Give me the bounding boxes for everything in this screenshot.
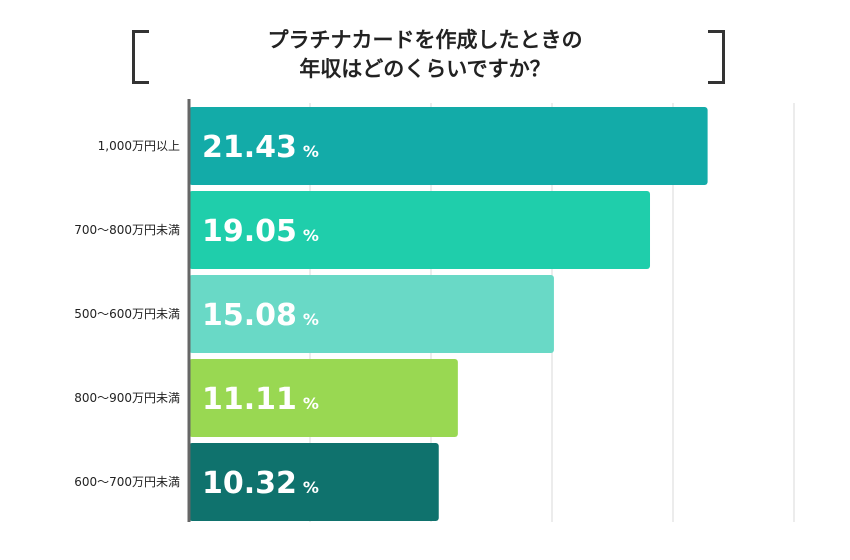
category-label-4: 800〜900万円未満 xyxy=(74,391,180,405)
value-unit-3: % xyxy=(303,310,319,329)
title-bracket-left xyxy=(132,30,149,84)
value-unit-5: % xyxy=(303,478,319,497)
chart-title-line-2: 年収はどのくらいですか？ xyxy=(299,57,551,81)
value-label-5: 10.32 xyxy=(202,466,297,501)
bar-2 xyxy=(189,191,651,269)
bar-5 xyxy=(189,443,439,521)
value-unit-2: % xyxy=(303,226,319,245)
bar-4 xyxy=(189,359,458,437)
title-bracket-right xyxy=(708,30,725,84)
category-label-5: 600〜700万円未満 xyxy=(74,475,180,489)
value-unit-1: % xyxy=(303,142,319,161)
value-unit-4: % xyxy=(303,394,319,413)
category-label-1: 1,000万円以上 xyxy=(98,139,180,153)
value-label-2: 19.05 xyxy=(202,214,297,249)
value-label-4: 11.11 xyxy=(202,382,297,417)
chart-title: プラチナカードを作成したときの 年収はどのくらいですか？ xyxy=(150,26,700,84)
bar-1 xyxy=(189,107,708,185)
chart-title-line-1: プラチナカードを作成したときの xyxy=(267,28,583,52)
value-label-3: 15.08 xyxy=(202,298,297,333)
bar-3 xyxy=(189,275,554,353)
value-label-1: 21.43 xyxy=(202,130,297,165)
category-label-2: 700〜800万円未満 xyxy=(74,223,180,237)
category-label-3: 500〜600万円未満 xyxy=(74,307,180,321)
